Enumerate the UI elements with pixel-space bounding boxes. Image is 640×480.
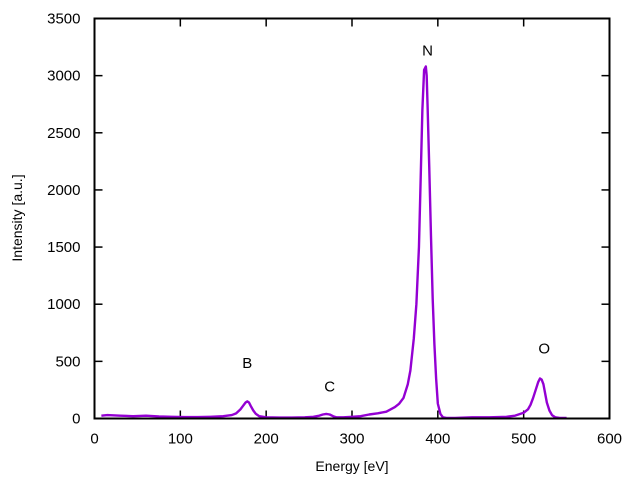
- x-tick-label: 0: [90, 431, 98, 448]
- y-tick-label: 0: [72, 411, 80, 428]
- y-tick-label: 500: [55, 353, 80, 370]
- plot-frame: [93, 17, 611, 420]
- y-tick-label: 2500: [47, 125, 80, 142]
- peak-label-c: C: [324, 379, 335, 396]
- spectrum-series-line: [101, 65, 567, 420]
- peak-label-o: O: [538, 340, 550, 357]
- peak-label-b: B: [242, 355, 252, 372]
- x-tick-label: 600: [597, 431, 622, 448]
- x-tick-label: 500: [511, 431, 536, 448]
- series-layer: [101, 65, 567, 420]
- labels-layer: 0 100 200 300 400 500 600 0 500 1000 1500 2000 2500 3…: [47, 11, 622, 448]
- x-tick-label: 300: [339, 431, 364, 448]
- y-tick-label: 3500: [47, 11, 80, 28]
- peak-label-n: N: [422, 43, 433, 60]
- x-axis-title: Energy [eV]: [315, 458, 388, 474]
- y-tick-label: 1000: [47, 296, 80, 313]
- y-tick-label: 3000: [47, 68, 80, 85]
- y-axis-title: Intensity [a.u.]: [9, 174, 25, 261]
- ticks-layer: [93, 17, 611, 420]
- x-tick-label: 200: [254, 431, 279, 448]
- x-tick-label: 400: [425, 431, 450, 448]
- y-tick-label: 2000: [47, 182, 80, 199]
- x-tick-label: 100: [168, 431, 193, 448]
- y-tick-label: 1500: [47, 239, 80, 256]
